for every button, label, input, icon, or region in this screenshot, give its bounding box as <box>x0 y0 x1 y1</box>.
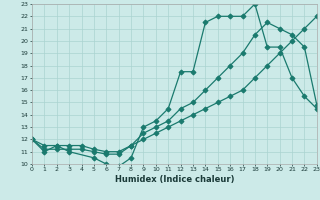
X-axis label: Humidex (Indice chaleur): Humidex (Indice chaleur) <box>115 175 234 184</box>
